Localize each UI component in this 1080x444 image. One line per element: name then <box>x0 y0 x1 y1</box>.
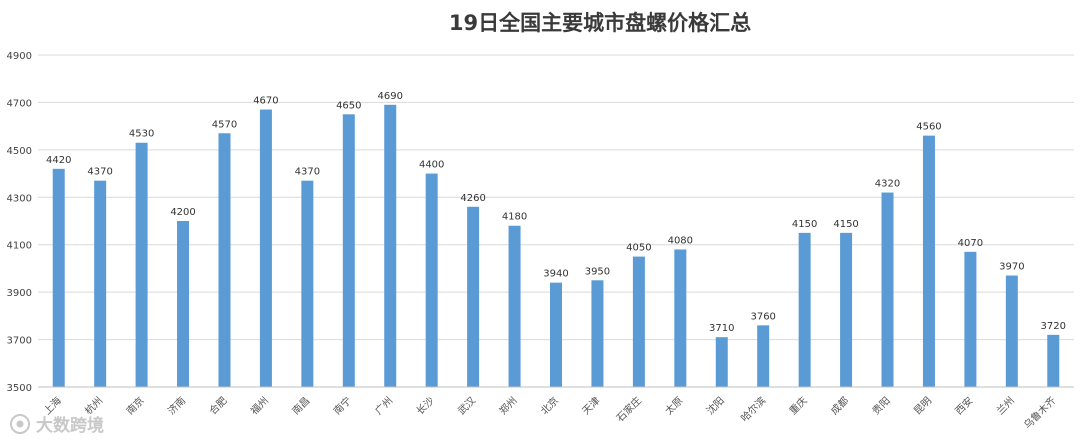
bar <box>674 249 687 387</box>
x-tick-label: 石家庄 <box>614 394 644 424</box>
x-tick-label: 兰州 <box>994 394 1017 417</box>
data-label: 3940 <box>543 269 568 280</box>
x-tick-label: 乌鲁木齐 <box>1021 394 1058 431</box>
data-label: 4420 <box>46 155 71 166</box>
data-label: 4670 <box>253 96 278 107</box>
data-label: 3710 <box>709 323 734 334</box>
data-label: 4200 <box>170 207 195 218</box>
data-label: 4530 <box>129 129 154 140</box>
x-tick-label: 哈尔滨 <box>738 394 768 424</box>
bar <box>715 337 728 387</box>
bar <box>342 114 355 388</box>
bar <box>550 282 562 387</box>
data-label: 4400 <box>419 160 444 171</box>
x-tick-label: 济南 <box>165 394 188 417</box>
bar <box>94 180 107 387</box>
y-tick-label: 3900 <box>7 288 32 299</box>
y-tick-label: 3500 <box>7 383 32 394</box>
x-tick-label: 昆明 <box>911 395 934 418</box>
data-label: 4080 <box>668 235 693 246</box>
y-tick-label: 4300 <box>7 193 32 204</box>
data-label: 3760 <box>750 311 775 322</box>
camera-logo-icon <box>10 414 30 434</box>
data-label: 4180 <box>502 212 527 223</box>
bar <box>259 109 272 388</box>
y-tick-label: 4900 <box>7 51 32 62</box>
x-tick-label: 西安 <box>952 394 975 417</box>
chart-title: 19日全国主要城市盘螺价格汇总 <box>449 11 751 35</box>
bar <box>301 180 314 387</box>
y-tick-label: 4100 <box>7 241 32 252</box>
x-axis-ticks: 上海 杭州 南京 济南 合肥 福州 南昌 南宁 广州 长沙 武汉 郑州 北京 天津 石家庄 太原 沈阳 哈尔滨 重庆… <box>41 394 1059 431</box>
data-label: 4690 <box>378 91 403 102</box>
x-tick-label: 武汉 <box>455 394 478 417</box>
bar <box>1047 334 1060 387</box>
camera-lens-icon <box>16 420 24 428</box>
data-label: 4370 <box>87 167 112 178</box>
x-tick-label: 南宁 <box>331 394 354 417</box>
x-tick-label: 杭州 <box>82 394 105 417</box>
data-labels: 4420 4370 4530 4200 4570 4670 4370 4650 4690 4400… <box>46 91 1066 334</box>
x-tick-label: 北京 <box>538 394 561 417</box>
bar <box>922 135 935 387</box>
bar <box>467 206 480 387</box>
x-tick-label: 成都 <box>829 395 852 418</box>
x-tick-label: 上海 <box>41 394 64 417</box>
bar <box>632 256 645 387</box>
x-tick-label: 长沙 <box>414 395 437 418</box>
bar <box>508 225 521 387</box>
data-label: 4260 <box>460 193 485 204</box>
x-tick-label: 南昌 <box>289 394 312 417</box>
data-label: 4050 <box>626 243 651 254</box>
bar <box>798 232 811 387</box>
bar <box>425 173 438 387</box>
x-tick-label: 沈阳 <box>704 394 727 417</box>
x-tick-label: 天津 <box>580 395 603 418</box>
x-tick-label: 贵阳 <box>869 394 892 417</box>
x-tick-label: 广州 <box>373 395 396 418</box>
bar <box>218 133 231 387</box>
bars <box>52 104 1060 388</box>
y-tick-label: 3700 <box>7 336 32 347</box>
data-label: 4370 <box>295 167 320 178</box>
x-tick-label: 合肥 <box>206 394 229 417</box>
data-label: 4150 <box>833 219 858 230</box>
data-label: 3950 <box>585 266 610 277</box>
data-label: 4070 <box>958 238 983 249</box>
x-tick-label: 福州 <box>248 394 271 417</box>
bar <box>1005 275 1018 387</box>
bar <box>757 325 770 387</box>
data-label: 4570 <box>212 119 237 130</box>
data-label: 4560 <box>916 122 941 133</box>
bar <box>135 142 148 387</box>
x-tick-label: 郑州 <box>496 394 519 417</box>
data-label: 4320 <box>875 179 900 190</box>
watermark: 大数跨境 <box>10 414 104 436</box>
data-label: 4650 <box>336 100 361 111</box>
x-tick-label: 重庆 <box>786 394 809 417</box>
bar <box>964 251 977 387</box>
y-axis-ticks: 3500 3700 3900 4100 4300 4500 4700 4900 <box>7 51 32 394</box>
data-label: 4150 <box>792 219 817 230</box>
bar <box>591 280 604 387</box>
bar <box>881 192 894 387</box>
y-tick-label: 4500 <box>7 146 32 157</box>
bar <box>177 221 190 387</box>
y-tick-label: 4700 <box>7 98 32 109</box>
x-tick-label: 太原 <box>662 394 685 417</box>
bar <box>384 104 397 388</box>
bar <box>840 232 853 387</box>
bar <box>52 168 65 387</box>
watermark-text: 大数跨境 <box>36 415 104 436</box>
data-label: 3720 <box>1041 321 1066 332</box>
data-label: 3970 <box>999 262 1024 273</box>
x-tick-label: 南京 <box>123 394 146 417</box>
